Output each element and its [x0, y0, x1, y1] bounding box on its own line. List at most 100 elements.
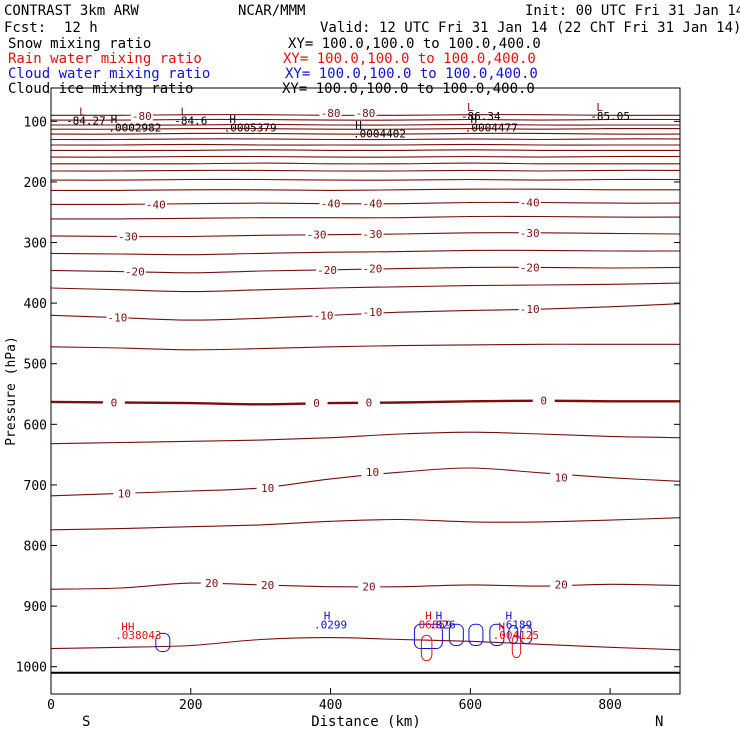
contour-label-bg-17 [361, 306, 384, 319]
valid-time: Valid: 12 UTC Fri 31 Jan 14 (22 ChT Fri … [320, 20, 740, 36]
contour-label-bg-25 [361, 466, 384, 479]
forecast-hour: 12 h [64, 20, 98, 36]
y-tick-label-700: 700 [24, 479, 47, 494]
contour-label-8: -30 [307, 229, 327, 242]
temperature-contour-14 [50, 215, 681, 220]
south-label: S [82, 714, 90, 730]
extremum-label-21: H [436, 609, 443, 622]
contour-label-bg-0 [130, 109, 153, 122]
contour-label-22: 0 [540, 395, 547, 408]
y-tick-label-400: 400 [24, 297, 47, 312]
temperature-contour-6 [50, 143, 680, 146]
contour-label-bg-24 [256, 481, 279, 494]
extremum-label-25: .004125 [493, 629, 539, 642]
extremum-label-4: L [467, 101, 474, 114]
extremum-label-12: H [355, 119, 362, 132]
plot-frame [50, 87, 681, 695]
mixing-ratio-contour-2 [448, 623, 464, 647]
contour-label-bg-18 [518, 303, 541, 316]
extremum-label-15: .0004477 [465, 122, 518, 135]
forecast-label: Fcst: [4, 20, 46, 36]
temperature-contour-16 [50, 249, 681, 256]
extremum-label-11: .0005379 [224, 122, 277, 135]
extremum-label-17: .038043 [115, 629, 161, 642]
init-time: Init: 00 UTC Fri 31 Jan 14 [525, 3, 740, 19]
contour-label-6: -40 [520, 197, 540, 210]
contour-label-bg-1 [319, 106, 342, 119]
mixing-ratio-contour-8 [511, 634, 522, 659]
extremum-label-23: .026 [429, 619, 456, 632]
contour-label-26: 10 [555, 472, 568, 485]
extremum-label-24: H [498, 620, 505, 633]
legend-xy-rain: XY= 100.0,100.0 to 100.0,400.0 [283, 51, 536, 67]
x-tick-label-400: 400 [319, 698, 342, 713]
contour-label-bg-29 [357, 580, 380, 593]
contour-label-11: -20 [125, 266, 145, 279]
mixing-ratio-contour-6 [520, 625, 533, 645]
contour-label-bg-21 [357, 396, 380, 409]
extremum-label-16: HH [121, 620, 134, 633]
contour-label-bg-19 [102, 396, 125, 409]
temperature-contour-1 [50, 118, 681, 121]
contour-label-bg-27 [200, 577, 223, 590]
contour-label-16: -10 [314, 309, 334, 322]
contour-label-3: -40 [146, 198, 166, 211]
contour-label-bg-30 [550, 578, 573, 591]
extremum-label-14: H [471, 113, 478, 126]
temperature-contour-20 [50, 343, 680, 351]
temperature-contour-5 [50, 138, 681, 141]
y-tick-label-500: 500 [24, 358, 47, 373]
contour-label-1: -80 [321, 107, 341, 120]
north-label: N [655, 714, 663, 730]
contour-label-23: 10 [118, 487, 131, 500]
contour-label-28: 20 [261, 579, 274, 592]
temperature-contour-2 [50, 123, 680, 126]
legend-label-cloud-water: Cloud water mixing ratio [8, 66, 210, 82]
temperature-contour-22 [50, 431, 681, 445]
y-tick-label-600: 600 [24, 418, 47, 433]
contour-label-bg-23 [113, 487, 136, 500]
contour-label-14: -20 [520, 261, 540, 274]
contour-label-bg-5 [361, 197, 384, 210]
model-title: CONTRAST 3km ARW [4, 3, 139, 19]
temperature-contours [50, 114, 681, 651]
y-tick-label-900: 900 [24, 600, 47, 615]
contour-label-29: 20 [362, 581, 375, 594]
contour-label-17: -10 [363, 306, 383, 319]
temperature-contour-11 [50, 178, 681, 181]
temperature-contour-3 [50, 127, 681, 130]
extremum-label-22: .06859 [412, 619, 452, 632]
x-tick-label-200: 200 [179, 698, 202, 713]
contour-label-bg-2 [354, 106, 377, 119]
temperature-contour-12 [50, 188, 681, 191]
y-tick-label-300: 300 [24, 237, 47, 252]
contour-label-bg-13 [361, 262, 384, 275]
extremum-label-26: H [505, 609, 512, 622]
contour-label-bg-7 [116, 230, 139, 243]
contour-label-27: 20 [205, 577, 218, 590]
extrema-markers: L-84.27L-84.6L-86.34L-85.05H.0002982H.00… [66, 101, 630, 642]
y-tick-label-200: 200 [24, 176, 47, 191]
contour-label-2: -80 [356, 107, 376, 120]
legend-xy-cloud-water: XY= 100.0,100.0 to 100.0,400.0 [285, 66, 538, 82]
contour-label-15: -10 [107, 312, 127, 325]
contour-label-7: -30 [118, 230, 138, 243]
temperature-contour-8 [50, 155, 681, 158]
temperature-contour-10 [50, 169, 681, 172]
legend: Snow mixing ratio XY= 100.0,100.0 to 100… [8, 36, 541, 97]
extremum-label-10: H [229, 113, 236, 126]
temperature-contour-24 [50, 517, 681, 531]
extremum-label-3: -84.6 [174, 114, 207, 127]
temperature-contour-7 [50, 149, 680, 152]
contour-label-9: -30 [363, 228, 383, 241]
y-axis-title: Pressure (hPa) [4, 336, 19, 446]
contour-label-bg-20 [305, 397, 328, 410]
y-tick-label-100: 100 [24, 115, 47, 130]
contour-labels: -80 -80 -80 -40 -40 -40 -40 -30 -30 -30 -30 -20 -20 -… [102, 106, 573, 594]
contour-label-13: -20 [363, 263, 383, 276]
extremum-label-7: -85.05 [590, 110, 630, 123]
contour-label-bg-26 [550, 471, 573, 484]
contour-label-bg-4 [319, 197, 342, 210]
mixing-ratio-contour-3 [468, 623, 484, 647]
